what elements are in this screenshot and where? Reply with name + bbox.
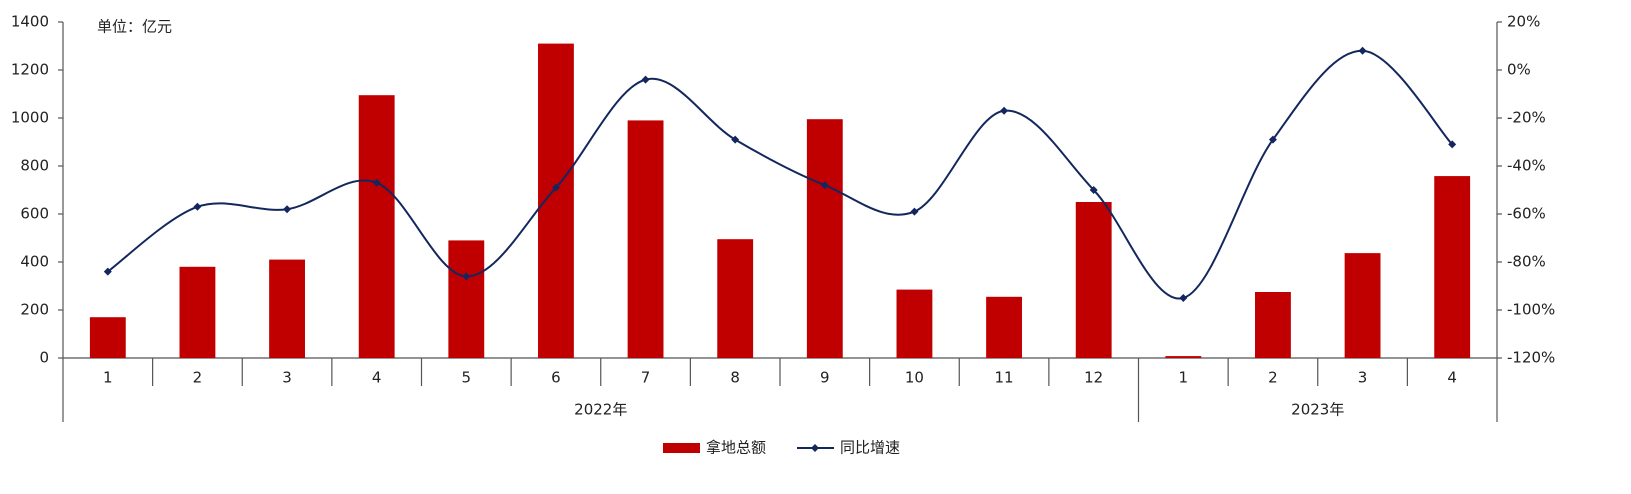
bar <box>1255 292 1291 358</box>
x-tick-label: 4 <box>1447 369 1457 387</box>
line-marker <box>1358 46 1367 55</box>
x-tick-label: 10 <box>905 369 924 387</box>
x-tick-label: 2 <box>193 369 203 387</box>
bar <box>448 240 485 358</box>
line-marker <box>372 178 381 187</box>
line-marker <box>1000 106 1009 115</box>
line-marker <box>283 205 292 214</box>
y2-tick-label: -120% <box>1507 349 1555 367</box>
x-tick-label: 1 <box>1179 369 1189 387</box>
y2-tick-label: -100% <box>1507 301 1555 319</box>
bar <box>269 259 305 358</box>
y-tick-label: 200 <box>20 301 49 319</box>
line-marker <box>820 181 829 190</box>
y2-tick-label: 20% <box>1507 13 1540 31</box>
bar <box>89 317 126 358</box>
x-tick-label: 7 <box>641 369 651 387</box>
line-marker <box>910 207 919 216</box>
legend-swatch <box>663 443 700 453</box>
x-tick-label: 6 <box>551 369 561 387</box>
bar <box>896 289 933 358</box>
line <box>107 49 1453 300</box>
y-tick-label: 1200 <box>11 61 49 79</box>
legend-label: 同比增速 <box>840 439 900 457</box>
line-marker <box>731 135 740 144</box>
y2-tick-label: -80% <box>1507 253 1546 271</box>
bar <box>806 119 843 358</box>
group-label: 2022年 <box>574 401 627 419</box>
y-tick-label: 1000 <box>11 109 49 127</box>
bar <box>1344 253 1381 358</box>
x-tick-label: 4 <box>372 369 382 387</box>
group-label: 2023年 <box>1291 401 1344 419</box>
y2-tick-label: -60% <box>1507 205 1546 223</box>
line-marker <box>462 272 471 281</box>
unit-annotation: 单位：亿元 <box>97 18 172 36</box>
x-tick-label: 3 <box>1358 369 1368 387</box>
x-tick-label: 9 <box>820 369 830 387</box>
line-marker <box>1448 140 1457 149</box>
line-marker <box>103 267 112 276</box>
y-tick-label: 400 <box>20 253 49 271</box>
line-marker <box>641 75 650 84</box>
bar <box>179 266 216 358</box>
y-tick-label: 1400 <box>11 13 49 31</box>
x-tick-label: 8 <box>730 369 740 387</box>
bar <box>717 239 754 358</box>
y2-tick-label: -40% <box>1507 157 1546 175</box>
y-tick-label: 0 <box>39 349 49 367</box>
bar <box>1075 202 1112 358</box>
bar <box>358 95 395 358</box>
bar <box>538 43 574 358</box>
y-tick-label: 800 <box>20 157 49 175</box>
line-marker <box>1179 294 1188 302</box>
bar <box>986 296 1022 358</box>
bar <box>627 120 664 359</box>
bar <box>1434 176 1471 358</box>
legend-label: 拿地总额 <box>706 439 766 457</box>
x-tick-label: 3 <box>282 369 292 387</box>
line-marker <box>1268 135 1277 144</box>
y-tick-label: 600 <box>20 205 49 223</box>
bar <box>1165 356 1202 358</box>
line-marker <box>551 183 560 192</box>
y2-tick-label: 0% <box>1507 61 1531 79</box>
y2-tick-label: -20% <box>1507 109 1546 127</box>
x-tick-label: 12 <box>1084 369 1103 387</box>
line-marker <box>1089 186 1098 194</box>
x-tick-label: 5 <box>462 369 472 387</box>
x-tick-label: 2 <box>1268 369 1278 387</box>
x-tick-label: 11 <box>995 369 1014 387</box>
x-tick-label: 1 <box>103 369 113 387</box>
legend-marker <box>811 444 819 452</box>
line-marker <box>193 202 202 211</box>
